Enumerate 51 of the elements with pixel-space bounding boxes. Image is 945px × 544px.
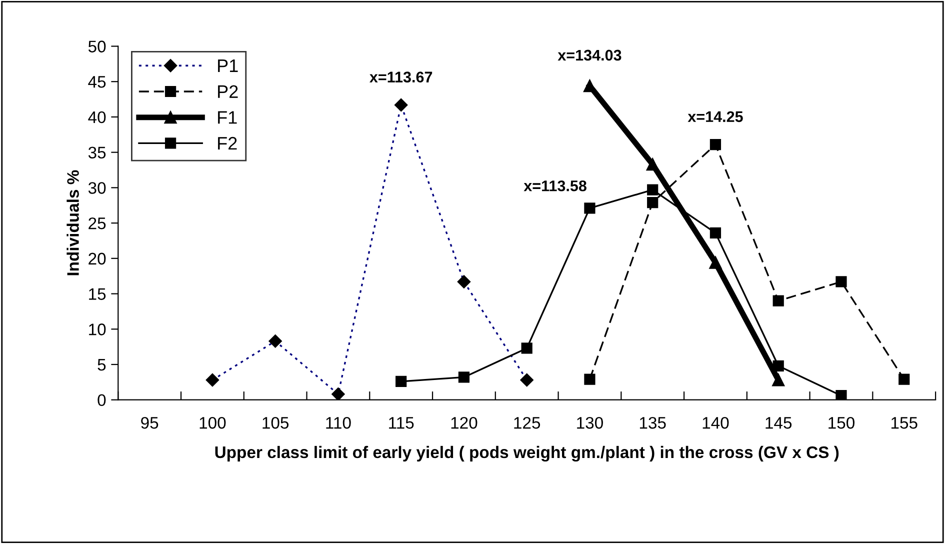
- point: [396, 376, 407, 388]
- x-tick-label: 120: [451, 416, 478, 429]
- y-tick-label: 10: [89, 324, 106, 336]
- y-tick-label: 5: [98, 359, 106, 371]
- point: [836, 276, 847, 288]
- point: [836, 390, 847, 400]
- y-tick-label: 45: [88, 76, 106, 88]
- legend-label: F2: [218, 136, 237, 150]
- x-tick-label: 140: [702, 416, 729, 429]
- point: [584, 374, 596, 385]
- x-tick-label: 150: [828, 416, 854, 429]
- point: [710, 227, 722, 238]
- y-tick-label: 30: [88, 182, 106, 194]
- x-tick-label: 155: [891, 417, 918, 429]
- y-tick-label: 25: [88, 217, 106, 230]
- y-axis-title: Individuals %: [66, 170, 79, 276]
- point: [772, 360, 784, 372]
- y-tick-label: 0: [98, 394, 106, 406]
- point: [772, 295, 784, 306]
- point: [647, 196, 658, 208]
- annotation: x=14.25: [688, 111, 743, 122]
- y-tick-label: 35: [88, 146, 106, 159]
- x-tick-label: 130: [577, 416, 603, 429]
- point: [710, 138, 722, 150]
- point: [646, 158, 659, 171]
- x-tick-label: 115: [389, 417, 414, 429]
- legend-label: P1: [218, 60, 238, 72]
- x-tick-label: 95: [141, 416, 158, 429]
- point: [458, 372, 470, 383]
- x-axis-title: Upper class limit of early yield ( pods weight gm./plant ) in the cross (GV x CS ): [215, 446, 839, 462]
- legend-label: F1: [218, 111, 237, 124]
- x-tick-label: 145: [766, 417, 792, 429]
- point: [709, 256, 722, 269]
- x-tick-label: 105: [262, 416, 289, 429]
- x-tick-label: 125: [514, 416, 540, 429]
- point: [584, 202, 596, 214]
- y-tick-label: 20: [88, 252, 106, 265]
- x-tick-label: 110: [326, 416, 351, 429]
- point: [647, 184, 658, 196]
- annotation: x=113.58: [524, 180, 586, 192]
- x-tick-label: 135: [640, 416, 666, 429]
- legend-label: P2: [218, 85, 238, 98]
- y-tick-label: 15: [89, 288, 106, 300]
- annotation: x=134.03: [558, 50, 622, 61]
- point: [772, 374, 785, 386]
- point: [898, 374, 910, 385]
- point: [521, 342, 532, 354]
- y-tick-label: 40: [88, 111, 106, 124]
- y-tick-label: 50: [88, 40, 106, 52]
- annotation: x=113.67: [370, 72, 432, 82]
- x-tick-label: 100: [200, 416, 226, 429]
